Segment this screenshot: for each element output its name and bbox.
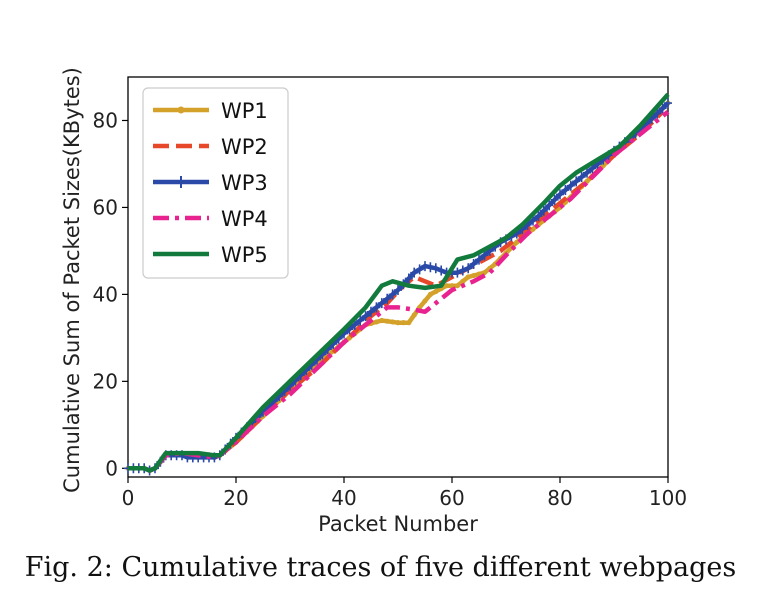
series-marker-wp1 xyxy=(384,318,390,324)
chart: 0 20 40 60 80 0 20 40 60 80 100 WP1 WP2 WP3 WP4 WP5 P… xyxy=(60,67,687,536)
legend-label-wp1: WP1 xyxy=(221,99,268,123)
series-marker-wp1 xyxy=(460,278,466,284)
series-marker-wp3 xyxy=(458,265,467,276)
series-marker-wp3 xyxy=(421,261,429,272)
series-marker-wp1 xyxy=(395,320,401,326)
series-marker-wp3 xyxy=(566,180,575,191)
series-marker-wp1 xyxy=(400,320,406,326)
legend-item-wp4: WP4 xyxy=(153,207,268,231)
series-marker-wp3 xyxy=(404,273,413,284)
series-marker-wp1 xyxy=(471,272,477,279)
series-marker-wp1 xyxy=(379,317,385,324)
legend-marker-wp1 xyxy=(177,106,185,114)
series-marker-wp3 xyxy=(550,194,559,205)
series-marker-wp3 xyxy=(556,189,564,200)
series-marker-wp3 xyxy=(437,265,446,276)
legend-label-wp4: WP4 xyxy=(221,207,268,231)
series-marker-wp3 xyxy=(415,264,424,275)
figure-caption: Fig. 2: Cumulative traces of five differ… xyxy=(24,552,737,583)
series-line-wp5 xyxy=(128,92,670,473)
y-tick-label: 20 xyxy=(93,369,118,393)
series-marker-wp3 xyxy=(377,298,386,309)
series-marker-wp1 xyxy=(406,320,412,326)
x-tick-label: 80 xyxy=(547,486,572,510)
legend-label-wp3: WP3 xyxy=(221,171,268,195)
series-marker-wp3 xyxy=(431,263,440,274)
series-marker-wp3 xyxy=(372,302,381,313)
series-marker-wp3 xyxy=(545,200,554,211)
series-marker-wp3 xyxy=(469,258,478,269)
legend-label-wp5: WP5 xyxy=(221,243,268,267)
x-axis-label: Packet Number xyxy=(318,512,478,536)
series-marker-wp3 xyxy=(577,172,586,182)
y-tick-label: 60 xyxy=(93,195,118,219)
series-marker-wp3 xyxy=(356,315,365,326)
legend-item-wp5: WP5 xyxy=(153,243,268,267)
y-axis-ticks: 0 20 40 60 80 xyxy=(93,108,128,480)
series-marker-wp3 xyxy=(529,215,537,226)
series-marker-wp1 xyxy=(530,226,536,232)
legend-item-wp3: WP3 xyxy=(153,171,268,195)
x-tick-label: 0 xyxy=(122,486,135,510)
y-tick-label: 0 xyxy=(105,456,118,480)
series-marker-wp3 xyxy=(388,289,397,300)
legend-box xyxy=(142,87,289,279)
plot-area-border xyxy=(127,76,669,478)
series-marker-wp3 xyxy=(561,185,570,196)
series-marker-wp3 xyxy=(426,262,435,273)
series-marker-wp1 xyxy=(390,319,396,325)
series-marker-wp1 xyxy=(444,283,450,289)
series-marker-wp1 xyxy=(454,283,460,289)
series-marker-wp1 xyxy=(427,291,433,297)
series-line-wp4 xyxy=(128,110,670,473)
series-marker-wp1 xyxy=(449,283,455,289)
legend: WP1 WP2 WP3 WP4 WP5 xyxy=(142,87,289,279)
series-marker-wp3 xyxy=(361,311,370,322)
series-marker-wp3 xyxy=(367,306,375,317)
series-marker-wp3 xyxy=(583,167,591,178)
series-layer xyxy=(124,92,672,476)
series-marker-wp3 xyxy=(534,211,543,222)
legend-marker-wp3 xyxy=(176,176,186,188)
series-marker-wp3 xyxy=(653,108,662,119)
series-marker-wp3 xyxy=(572,176,581,187)
series-marker-wp3 xyxy=(539,205,548,216)
series-marker-wp3 xyxy=(658,103,667,114)
legend-item-wp2: WP2 xyxy=(153,135,268,159)
x-axis-ticks: 0 20 40 60 80 100 xyxy=(122,477,687,510)
series-marker-wp1 xyxy=(600,163,606,169)
y-tick-label: 40 xyxy=(93,282,118,306)
series-marker-wp3 xyxy=(453,267,462,278)
series-marker-wp3 xyxy=(383,293,392,304)
series-marker-wp3 xyxy=(394,285,402,296)
x-tick-label: 60 xyxy=(439,486,464,510)
x-tick-label: 100 xyxy=(649,486,687,510)
series-marker-wp1 xyxy=(411,312,417,318)
y-tick-label: 80 xyxy=(93,108,118,132)
series-marker-wp3 xyxy=(664,98,672,109)
series-marker-wp3 xyxy=(410,267,419,278)
plot-frame xyxy=(127,76,669,478)
legend-label-wp2: WP2 xyxy=(221,135,268,159)
legend-item-wp1: WP1 xyxy=(153,99,268,123)
series-marker-wp1 xyxy=(422,298,428,304)
series-marker-wp1 xyxy=(465,274,471,280)
x-tick-label: 20 xyxy=(223,486,248,510)
series-marker-wp1 xyxy=(373,319,379,325)
y-axis-label: Cumulative Sum of Packet Sizes(KBytes) xyxy=(60,67,84,493)
series-marker-wp3 xyxy=(475,254,483,265)
series-marker-wp3 xyxy=(464,263,473,274)
x-tick-label: 40 xyxy=(331,486,356,510)
series-marker-wp1 xyxy=(433,288,439,295)
